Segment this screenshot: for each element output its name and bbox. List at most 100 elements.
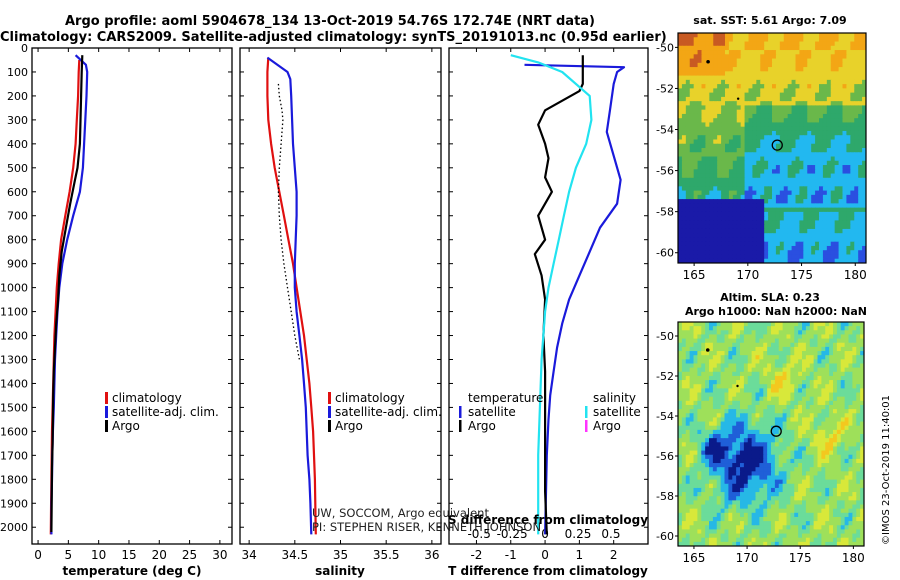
map-cell <box>811 96 816 102</box>
map-cell <box>844 487 850 493</box>
map-cell <box>803 126 808 132</box>
map-cell <box>862 177 866 183</box>
map-cell <box>775 101 781 107</box>
map-cell <box>772 71 777 77</box>
map-cell <box>705 463 710 468</box>
map-cell <box>838 148 844 153</box>
map-cell <box>840 467 846 472</box>
map-cell <box>767 492 772 497</box>
map-cell <box>856 421 861 427</box>
map-cell <box>740 101 746 107</box>
map-cell <box>798 492 803 497</box>
map-cell <box>748 139 754 145</box>
map-cell <box>732 330 737 336</box>
map-cell <box>778 438 784 443</box>
map-cell <box>728 190 734 196</box>
map-cell <box>689 438 695 443</box>
map-cell <box>678 413 683 419</box>
map-cell <box>712 367 718 373</box>
map-cell <box>705 250 710 256</box>
map-cell <box>681 475 687 481</box>
map-cell <box>717 173 722 179</box>
map-cell <box>751 483 757 489</box>
map-cell <box>748 165 754 170</box>
map-cell <box>775 182 781 187</box>
map-cell <box>836 487 842 493</box>
map-cell <box>775 160 781 166</box>
map-cell <box>725 233 730 239</box>
map-cell <box>803 62 808 68</box>
map-cell <box>854 50 859 55</box>
map-cell <box>752 45 757 51</box>
map-cell <box>852 346 857 352</box>
map-cell <box>764 135 769 141</box>
map-cell <box>817 351 822 356</box>
map-cell <box>752 224 757 230</box>
map-cell <box>752 88 757 94</box>
map-cell <box>689 409 695 414</box>
map-cell <box>732 207 738 213</box>
map-cell <box>748 37 754 43</box>
map-cell <box>829 338 834 344</box>
map-cell <box>840 400 846 406</box>
map-cell <box>709 113 714 119</box>
map-cell <box>701 388 706 394</box>
map-cell <box>701 211 707 217</box>
map-cell <box>795 237 801 243</box>
map-cell <box>721 169 726 175</box>
map-cell <box>799 220 804 226</box>
map-cell <box>860 475 864 481</box>
map-cell <box>709 355 714 360</box>
map-cell <box>805 409 811 414</box>
map-cell <box>747 338 753 344</box>
map-cell <box>697 388 702 394</box>
map-cell <box>854 75 859 81</box>
map-cell <box>678 233 683 239</box>
y-tick-label: 1100 <box>0 306 28 319</box>
map-cell <box>768 84 773 89</box>
map-cell <box>811 88 816 94</box>
map-cell <box>803 254 808 260</box>
map-cell <box>760 190 765 196</box>
map-cell <box>678 388 683 394</box>
secondary-x-tick-label: 0.5 <box>601 527 620 541</box>
map-cell <box>744 237 750 243</box>
map-cell <box>778 458 784 464</box>
map-cell <box>697 359 702 365</box>
map-cell <box>811 190 816 196</box>
map-cell <box>724 384 729 389</box>
map-cell <box>811 135 816 141</box>
map-cell <box>725 62 730 68</box>
map-cell <box>743 417 749 423</box>
map-cell <box>860 479 864 485</box>
map-cell <box>834 258 840 263</box>
map-cell <box>834 207 840 213</box>
map-cell <box>786 342 791 348</box>
series-line-argo <box>277 83 301 360</box>
map-cell <box>712 425 718 431</box>
map-cell <box>743 334 749 340</box>
map-cell <box>782 409 788 414</box>
map-cell <box>712 392 718 398</box>
map-cell <box>740 322 745 327</box>
map-cell <box>787 67 793 72</box>
map-cell <box>771 467 776 472</box>
map-cell <box>779 245 785 251</box>
x-tick-label: 34 <box>241 548 256 562</box>
map-cell <box>798 346 803 352</box>
map-cell <box>705 258 710 263</box>
map-cell <box>771 500 776 506</box>
map-cell <box>709 483 714 489</box>
map-cell <box>763 450 768 456</box>
map-cell <box>799 254 804 260</box>
map-cell <box>713 92 718 98</box>
map-cell <box>778 404 784 410</box>
map-cell <box>778 454 784 460</box>
map-cell <box>709 143 714 149</box>
map-cell <box>713 237 718 243</box>
map-cell <box>740 363 745 369</box>
map-cell <box>685 258 691 263</box>
map-cell <box>811 224 816 230</box>
map-cell <box>709 388 714 394</box>
map-cell <box>811 113 816 119</box>
